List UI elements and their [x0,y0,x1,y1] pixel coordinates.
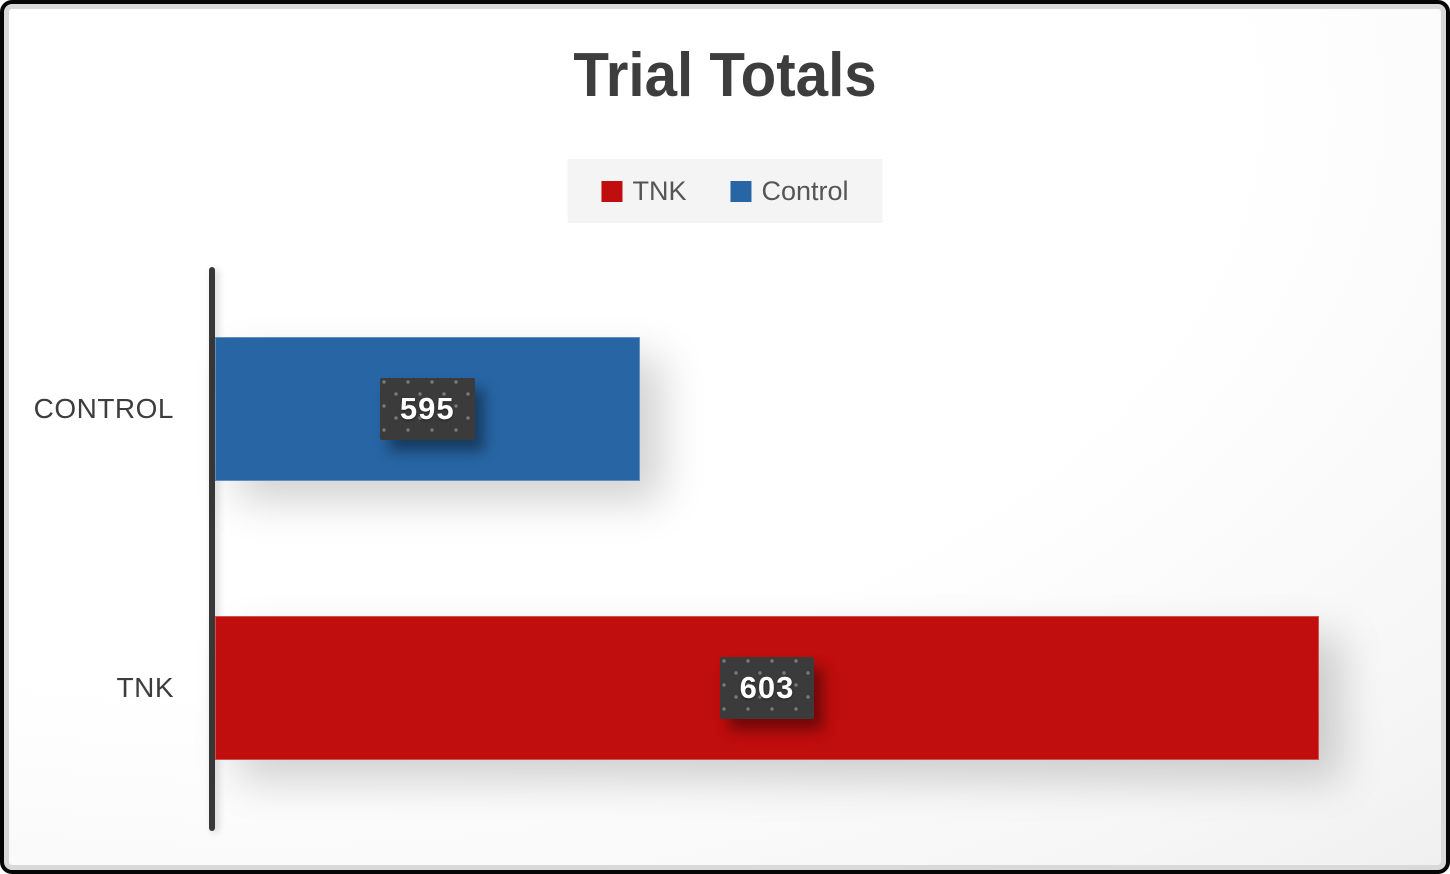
legend: TNK Control [567,159,883,223]
category-label-tnk: TNK [116,672,174,703]
plot-area: CONTROL TNK 595 603 [4,4,1446,870]
category-label-control: CONTROL [33,393,174,424]
bar-tnk: 603 [215,616,1319,760]
legend-item-tnk: TNK [601,176,686,207]
bar-track-tnk: 603 [215,616,1319,760]
legend-label-control: Control [761,175,849,206]
chart-title: Trial Totals [573,41,877,110]
bar-track-control: 595 [215,337,1319,481]
legend-label-tnk: TNK [632,175,687,206]
legend-item-control: Control [730,175,849,207]
legend-swatch-control-icon [730,180,752,202]
bar-control: 595 [215,337,640,481]
data-label-tnk: 603 [720,657,815,719]
legend-swatch-tnk-icon [601,180,623,202]
data-label-control: 595 [380,378,475,440]
y-axis-line [209,267,215,831]
